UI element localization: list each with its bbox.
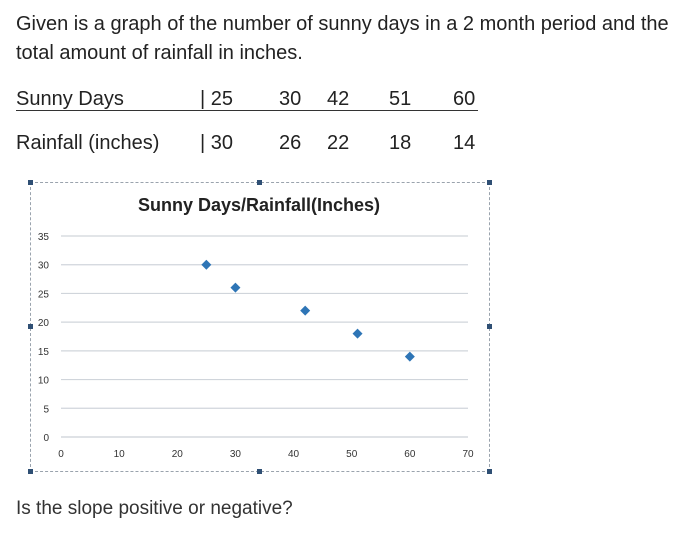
sunny-days-underline xyxy=(16,110,478,111)
rainfall-label: Rainfall (inches) xyxy=(16,132,160,154)
sunny-value: 42 xyxy=(327,88,350,110)
sunny-value: 30 xyxy=(279,88,302,110)
resize-handle-top-right[interactable] xyxy=(487,180,492,185)
resize-handle-left[interactable] xyxy=(28,324,33,329)
sunny-value: 51 xyxy=(389,88,412,110)
rain-value: 26 xyxy=(279,132,302,154)
resize-handle-top[interactable] xyxy=(257,180,262,185)
chart-frame[interactable] xyxy=(28,180,492,474)
resize-handle-right[interactable] xyxy=(487,324,492,329)
resize-handle-top-left[interactable] xyxy=(28,180,33,185)
resize-handle-bottom-right[interactable] xyxy=(487,469,492,474)
sunny-value: 60 xyxy=(453,88,476,110)
sunny-days-row: Sunny Days | 25 30 42 51 60 xyxy=(16,88,486,114)
rainfall-row: Rainfall (inches) | 30 26 22 18 14 xyxy=(16,132,486,158)
question-text: Given is a graph of the number of sunny … xyxy=(16,10,686,68)
rain-value: 14 xyxy=(453,132,476,154)
chart-title: Sunny Days/Rainfall(Inches) xyxy=(137,195,381,215)
resize-handle-bottom[interactable] xyxy=(257,469,262,474)
question-line-2: total amount of rainfall in inches. xyxy=(16,42,303,64)
resize-handle-bottom-left[interactable] xyxy=(28,469,33,474)
rain-value: | 30 xyxy=(200,132,233,154)
slope-question: Is the slope positive or negative? xyxy=(16,498,293,519)
sunny-days-label: Sunny Days xyxy=(16,88,124,110)
rain-value: 18 xyxy=(389,132,412,154)
rain-value: 22 xyxy=(327,132,350,154)
question-line-1: Given is a graph of the number of sunny … xyxy=(16,13,669,35)
sunny-value: | 25 xyxy=(200,88,233,110)
